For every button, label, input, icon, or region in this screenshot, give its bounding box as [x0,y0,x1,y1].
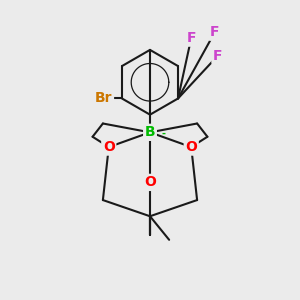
Text: O: O [185,140,197,154]
Text: F: F [210,25,220,39]
Text: -: - [161,129,165,139]
Text: B: B [145,125,155,139]
Text: Br: Br [95,92,112,106]
Text: O: O [103,140,115,154]
Text: O: O [144,176,156,189]
Text: F: F [187,31,196,45]
Text: F: F [213,49,223,63]
